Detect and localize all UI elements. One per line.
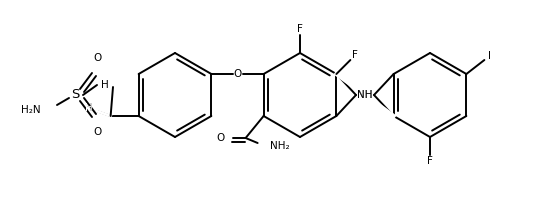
- Text: S: S: [71, 88, 79, 102]
- Text: H: H: [85, 103, 93, 113]
- Text: NH: NH: [357, 90, 373, 100]
- Text: O: O: [93, 127, 101, 137]
- Text: F: F: [297, 24, 303, 34]
- Text: H: H: [101, 80, 109, 90]
- Text: F: F: [352, 50, 358, 60]
- Text: NH: NH: [357, 90, 373, 100]
- Text: I: I: [488, 51, 492, 61]
- Text: H₂N: H₂N: [21, 105, 41, 115]
- Text: O: O: [93, 53, 101, 63]
- Text: NH: NH: [357, 90, 373, 100]
- Text: O: O: [216, 133, 225, 143]
- Text: NH₂: NH₂: [270, 141, 289, 151]
- Text: O: O: [233, 69, 242, 79]
- Text: H: H: [85, 103, 93, 113]
- Text: F: F: [427, 156, 433, 166]
